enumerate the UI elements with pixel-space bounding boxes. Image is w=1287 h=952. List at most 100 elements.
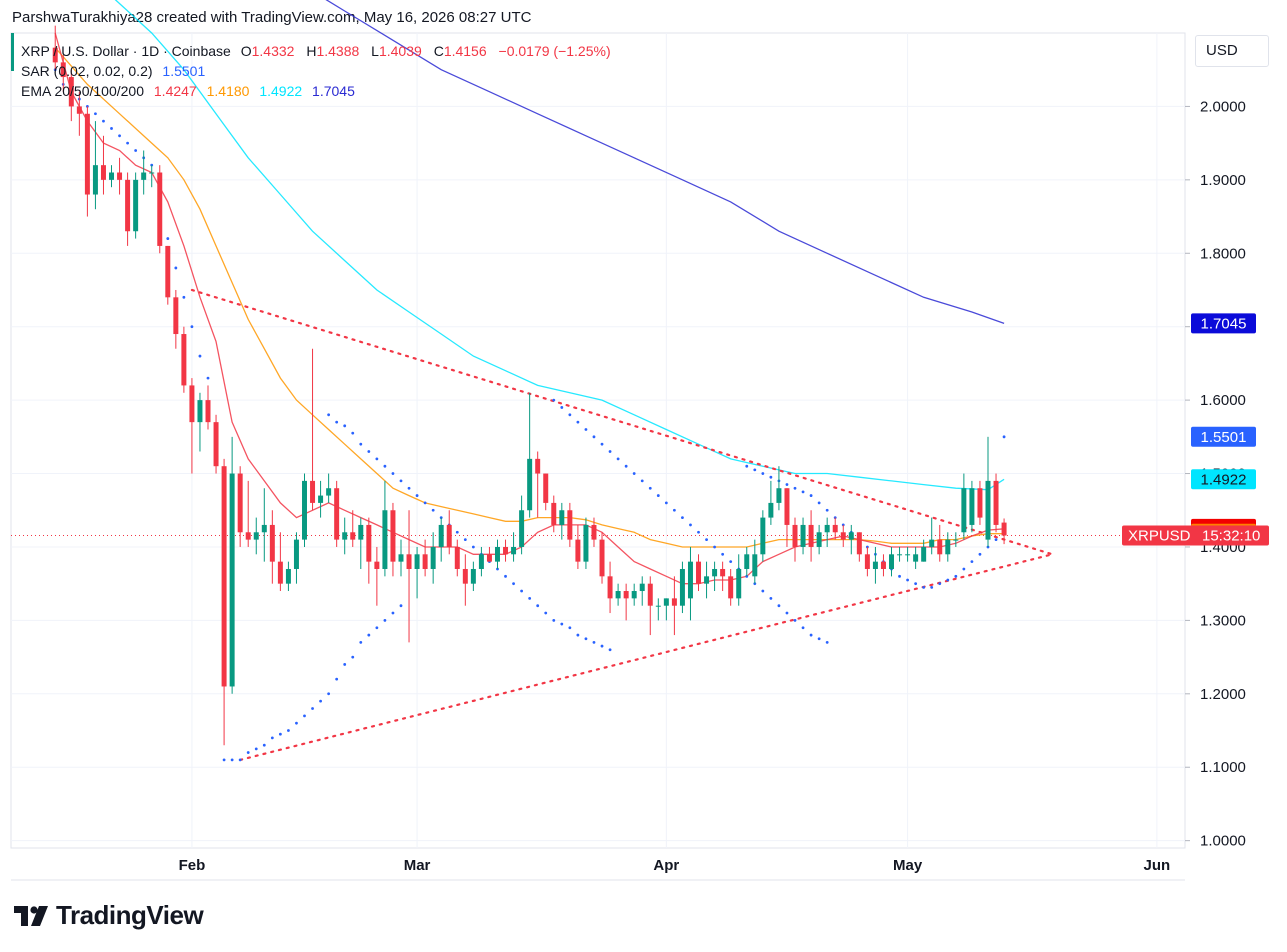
candle — [157, 165, 163, 254]
sar-dot — [463, 538, 467, 542]
candle-body — [816, 532, 822, 547]
candle-body — [687, 561, 693, 599]
sar-dot — [311, 707, 314, 710]
candle — [543, 473, 549, 511]
candle — [358, 517, 364, 569]
candle-body — [293, 539, 299, 569]
price-badge-label: 1.5501 — [1201, 429, 1247, 446]
candle-body — [808, 524, 814, 547]
candle-body — [229, 473, 235, 687]
sar-dot — [568, 413, 572, 417]
sar-dot — [801, 490, 805, 494]
sar-dot — [946, 578, 950, 582]
sar-dot — [295, 721, 298, 725]
candle-body — [985, 480, 991, 540]
sar-dot — [222, 758, 226, 762]
tradingview-logo-icon — [14, 905, 48, 926]
candle — [229, 436, 235, 694]
sar-dot — [375, 626, 379, 630]
brand-name: TradingView — [56, 900, 204, 930]
candle-body — [1001, 522, 1007, 536]
y-tick-label: 2.0000 — [1200, 98, 1246, 115]
candle-body — [736, 568, 742, 599]
candle-body — [872, 561, 878, 569]
candle-body — [261, 524, 267, 533]
sar-dot — [359, 442, 363, 446]
y-tick-label: 1.2000 — [1200, 686, 1246, 703]
candle-body — [269, 524, 275, 562]
plot-frame — [10, 32, 1186, 849]
sar-dot — [512, 582, 515, 586]
candle — [880, 554, 886, 577]
candle — [446, 510, 452, 555]
sar-dot — [576, 420, 580, 424]
candle-body — [993, 480, 999, 525]
time-axis: Feb Mar Apr May Jun — [179, 857, 1171, 874]
candles — [52, 25, 1007, 746]
candle-body — [494, 546, 500, 562]
sar-dot — [230, 758, 234, 762]
price-badge-label: 1.7045 — [1201, 315, 1247, 332]
candle-body — [768, 502, 774, 518]
sar-dot — [359, 641, 363, 644]
candle-body — [213, 422, 219, 467]
candle-body — [133, 179, 139, 232]
sar-dot — [825, 508, 829, 512]
price-badge: 1.5501 — [1191, 426, 1256, 447]
candle-body — [100, 165, 106, 180]
candle-body — [880, 561, 886, 569]
candle — [149, 165, 155, 188]
sar-dot — [930, 585, 934, 589]
candle-body — [390, 510, 396, 562]
candle — [503, 539, 509, 562]
candle — [165, 245, 171, 305]
candle — [800, 517, 806, 555]
candle-body — [840, 532, 846, 540]
sar-dot — [552, 398, 556, 402]
sar-dot — [769, 475, 773, 479]
candle-body — [559, 510, 565, 525]
candle — [334, 480, 340, 547]
candle — [921, 539, 927, 562]
candle — [905, 546, 911, 562]
candle-body — [358, 524, 364, 540]
sar-dot — [335, 677, 339, 681]
candle-body — [68, 77, 74, 107]
sar-dot — [681, 516, 684, 519]
candle-body — [366, 524, 372, 562]
candle — [109, 165, 115, 188]
candle-body — [961, 488, 967, 533]
trendlines — [190, 288, 1054, 761]
sar-dot — [343, 424, 347, 428]
candle — [342, 517, 348, 555]
candle — [462, 554, 468, 606]
candle-body — [76, 106, 82, 114]
candle — [937, 524, 943, 562]
candle — [961, 473, 967, 540]
sar-dot — [640, 479, 644, 483]
price-badge: 1.4922 — [1191, 469, 1256, 490]
candle — [752, 539, 758, 584]
y-tick-label: 1.6000 — [1200, 392, 1246, 409]
candle — [559, 502, 565, 540]
candle-body — [446, 524, 452, 547]
sar-dot — [705, 538, 708, 542]
candle — [519, 495, 525, 555]
price-badge-bg — [1191, 313, 1256, 334]
candle-body — [704, 576, 710, 584]
candle-body — [969, 488, 975, 525]
sar-dot — [817, 501, 821, 505]
candle — [422, 539, 428, 577]
sar-dot — [94, 112, 97, 116]
candle-body — [945, 539, 951, 555]
sar-dot — [608, 648, 612, 652]
candle — [607, 561, 613, 614]
sar-dot — [656, 494, 660, 497]
candle — [792, 517, 798, 562]
sar-dot — [793, 486, 797, 490]
currency-button[interactable]: USD — [1195, 35, 1269, 67]
last-price-symbol: XRPUSD — [1128, 528, 1191, 545]
sar-dot — [970, 560, 974, 564]
price-badge-bg — [1191, 426, 1256, 447]
